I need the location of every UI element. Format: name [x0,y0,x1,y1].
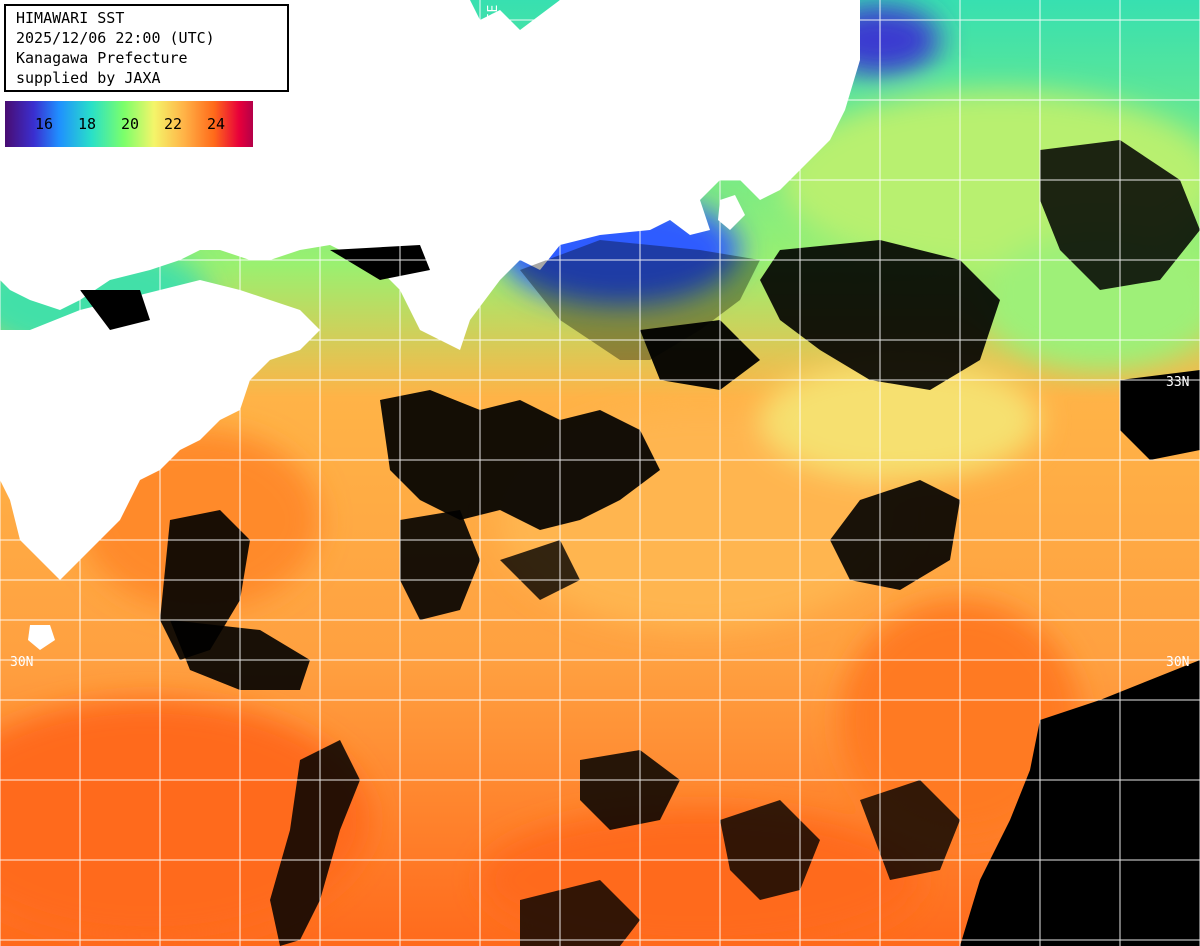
legend-label-24: 24 [206,115,225,133]
lat-33-right-label: 33N [1166,375,1189,390]
title-line-3: Kanagawa Prefecture [16,49,188,67]
lon-135-label: 135E [486,5,501,36]
title-box: HIMAWARI SST 2025/12/06 22:00 (UTC) Kana… [4,4,289,92]
legend-label-22: 22 [163,115,183,133]
legend-label-20: 20 [120,115,140,133]
title-line-2: 2025/12/06 22:00 (UTC) [16,29,215,47]
title-line-4: supplied by JAXA [16,69,161,87]
temperature-legend: 16 18 20 22 24 [4,100,254,148]
lat-30-right-label: 30N [1166,655,1189,670]
lat-33-left-label: 33 [10,375,26,390]
legend-label-16: 16 [35,115,54,133]
legend-colorbar [3,99,255,149]
lat-30-left-label: 30N [10,655,33,670]
title-line-1: HIMAWARI SST [16,9,125,27]
legend-label-18: 18 [77,115,97,133]
legend-labels: 16 18 20 22 24 [5,101,253,147]
